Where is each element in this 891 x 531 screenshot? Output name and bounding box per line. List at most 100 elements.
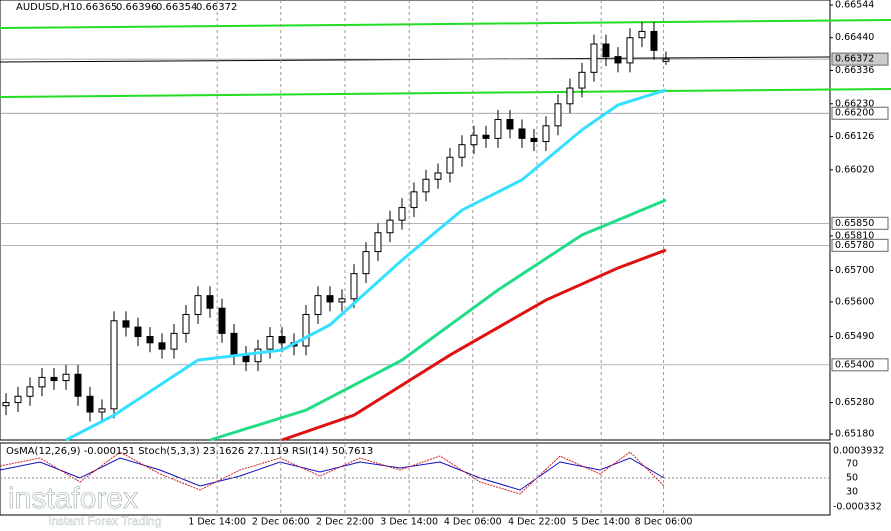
candle-body: [362, 251, 370, 275]
candle-body: [278, 336, 286, 344]
x-tick-label: 2 Dec 22:00: [316, 517, 374, 528]
trend-line: [0, 19, 891, 29]
candle-body: [134, 326, 142, 338]
candle-body: [434, 172, 442, 180]
ohlc-low: 0.66354: [156, 2, 197, 13]
y-tick-label: 0.66020: [835, 164, 874, 175]
y-tick-label: 0.65490: [835, 331, 874, 342]
candle-body: [98, 408, 106, 413]
candle-body: [422, 178, 430, 193]
candle-body: [482, 134, 490, 139]
candle-body: [638, 30, 646, 39]
candle-body: [626, 37, 634, 64]
candle-body: [182, 314, 190, 334]
level-label: 0.66372: [835, 54, 874, 65]
candle-body: [74, 373, 82, 397]
x-tick-label: 1 Dec 14:00: [188, 517, 246, 528]
symbol: AUDUSD,H1: [16, 2, 76, 13]
candle-body: [386, 219, 394, 234]
candle-body: [218, 307, 226, 334]
candle-body: [326, 295, 334, 303]
indicator-line: [0, 451, 665, 495]
moving-average: [65, 88, 667, 442]
candle-body: [602, 43, 610, 58]
indicator-pane: [0, 442, 831, 516]
candle-body: [494, 119, 502, 139]
indicator-scale: -0.000332: [833, 502, 882, 513]
ohlc-high: 0.66396: [116, 2, 157, 13]
candle-body: [146, 336, 154, 344]
candle-body: [650, 30, 658, 51]
candle-body: [518, 128, 526, 139]
candle-body: [590, 43, 598, 73]
candle-body: [530, 137, 538, 143]
y-tick-label: 0.65280: [835, 397, 874, 408]
candle-body: [194, 295, 202, 316]
candle-body: [38, 376, 46, 388]
indicator-scale: 70: [846, 459, 858, 470]
trend-line: [0, 88, 891, 98]
candle-body: [26, 386, 34, 397]
y-tick-label: 0.65600: [835, 296, 874, 307]
candle-body: [302, 314, 310, 347]
x-tick-label: 3 Dec 14:00: [380, 517, 438, 528]
trend-line: [0, 56, 831, 63]
y-tick-label: 0.65810: [835, 230, 874, 241]
x-tick-label: 5 Dec 14:00: [572, 517, 630, 528]
candle-body: [410, 191, 418, 209]
level-box: [831, 106, 889, 120]
candle-body: [254, 348, 262, 363]
candle-body: [506, 119, 514, 130]
candle-body: [2, 402, 10, 407]
indicator-scale: 50: [846, 473, 858, 484]
candle-body: [350, 273, 358, 300]
level-box: [831, 238, 889, 252]
x-tick-label: 2 Dec 06:00: [252, 517, 310, 528]
y-tick-label: 0.66544: [835, 0, 874, 11]
candle-body: [206, 295, 214, 309]
candle-body: [578, 71, 586, 89]
y-tick-label: 0.66440: [835, 32, 874, 43]
y-tick-label: 0.66126: [835, 131, 874, 142]
candle-body: [338, 298, 346, 303]
candle-body: [542, 125, 550, 143]
candle-body: [662, 58, 670, 62]
level-label: 0.66200: [835, 108, 874, 119]
ohlc-close: 0.66372: [196, 2, 237, 13]
level-label: 0.65780: [835, 240, 874, 251]
price-pane: [0, 0, 831, 441]
candle-body: [614, 56, 622, 64]
indicator-scale: 0.0003932: [833, 446, 884, 457]
candle-body: [62, 373, 70, 382]
candle-body: [50, 376, 58, 382]
moving-average: [281, 248, 667, 442]
candle-body: [110, 320, 118, 410]
candle-body: [446, 156, 454, 174]
y-tick-label: 0.66230: [835, 98, 874, 109]
logo: instaforex: [8, 482, 138, 515]
ohlc-open: 0.66365: [76, 2, 117, 13]
candle-body: [122, 320, 130, 328]
candle-body: [554, 103, 562, 127]
indicator-text: OsMA(12,26,9) -0.000151 Stoch(5,3,3) 23.…: [6, 446, 373, 457]
level-box: [831, 216, 889, 230]
candle-body: [266, 336, 274, 350]
x-tick-label: 4 Dec 22:00: [508, 517, 566, 528]
candle-body: [158, 342, 166, 350]
y-tick-label: 0.65180: [835, 429, 874, 440]
tagline: Instant Forex Trading: [48, 514, 161, 528]
level-box: [831, 358, 889, 372]
candle-body: [86, 395, 94, 413]
candle-body: [566, 87, 574, 105]
candle-body: [314, 295, 322, 316]
candle-body: [242, 354, 250, 363]
y-tick-label: 0.66336: [835, 65, 874, 76]
candle-body: [458, 144, 466, 158]
x-tick-label: 8 Dec 06:00: [635, 517, 693, 528]
candle-body: [14, 395, 22, 404]
candle-body: [398, 207, 406, 221]
level-box: [831, 52, 889, 66]
level-label: 0.65850: [835, 218, 874, 229]
